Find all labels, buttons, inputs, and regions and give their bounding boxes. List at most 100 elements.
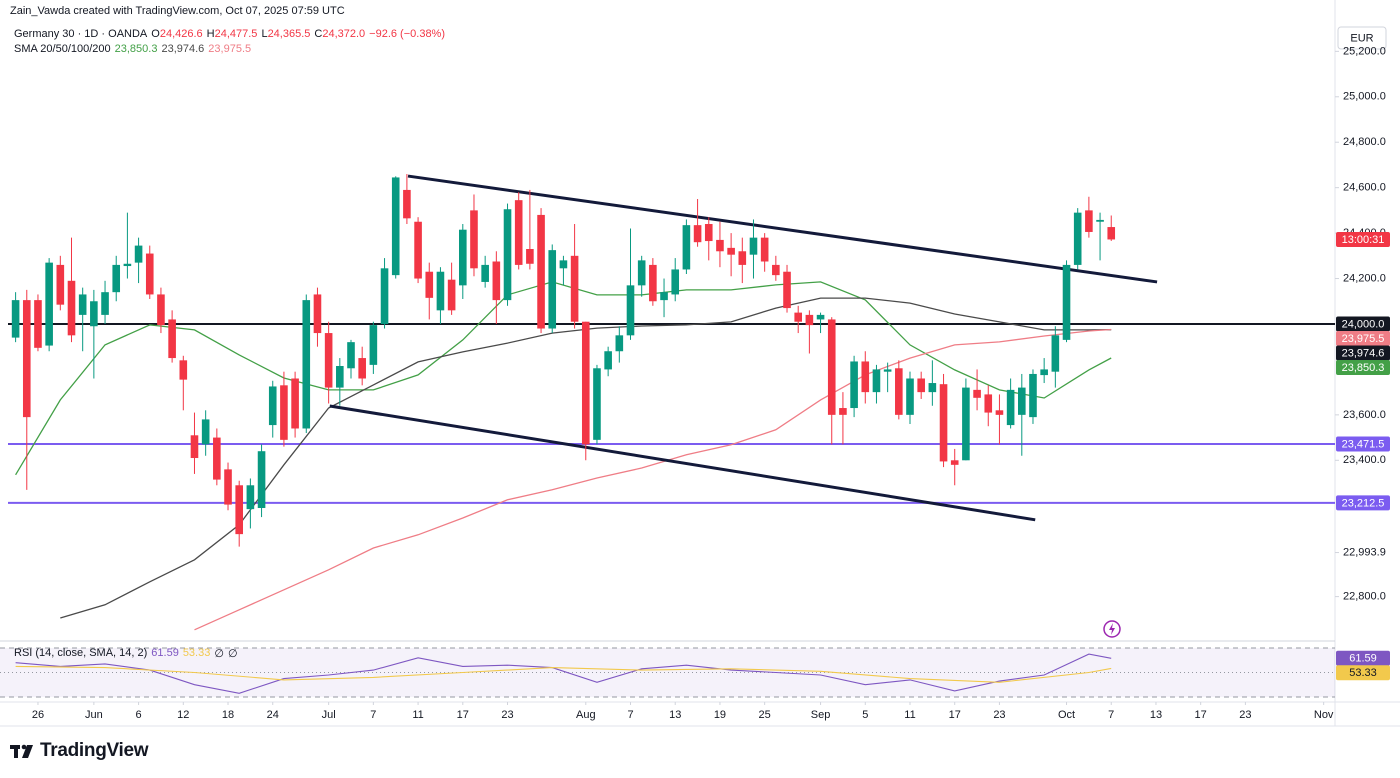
candle-body: [369, 325, 378, 365]
x-tick-label: 13: [669, 709, 681, 721]
rsi-empty: ∅: [227, 648, 238, 660]
ohlc-item: C24,372.0: [314, 28, 365, 40]
rsi-badge: 61.59: [1349, 653, 1377, 665]
ohlc-key: C: [314, 28, 323, 40]
rsi-badge: 53.33: [1349, 667, 1377, 679]
indicator-title: SMA 20/50/100/200: [14, 43, 111, 55]
candle-body: [134, 245, 143, 263]
rsi-line: [15, 653, 1112, 694]
level-badge: 23,471.5: [1342, 438, 1385, 450]
candle-body: [772, 264, 780, 276]
sma-badge-bg: [1336, 345, 1390, 361]
candle-body: [380, 268, 389, 324]
candle-body: [246, 485, 255, 510]
candle-body: [1040, 369, 1048, 376]
candle-body: [760, 237, 769, 262]
level-badge: 23,212.5: [1342, 497, 1385, 509]
brand: TradingView: [40, 740, 149, 761]
candle-body: [704, 224, 713, 242]
sma-badge-bg: [1336, 359, 1390, 375]
currency-box[interactable]: [1337, 26, 1387, 50]
candle-body: [962, 387, 970, 461]
candle-body: [649, 264, 657, 302]
candle-body: [436, 271, 445, 311]
candle-body: [459, 229, 467, 286]
candle-body: [313, 294, 322, 334]
candle-body: [347, 342, 355, 369]
candle-body: [749, 237, 758, 255]
x-tick-label: 5: [862, 709, 868, 721]
candle-body: [145, 253, 154, 295]
candle-body: [604, 351, 612, 370]
candle-body: [101, 292, 109, 315]
candle-body: [738, 251, 747, 265]
sma-badge: 23,850.3: [1342, 362, 1385, 374]
trend-line: [329, 404, 1036, 522]
y-tick-label: 24,200.0: [1343, 272, 1386, 284]
candle-body: [861, 361, 870, 393]
x-tick-label: Aug: [576, 709, 596, 721]
candle-body: [179, 360, 188, 380]
candle-body: [358, 358, 366, 379]
candle-body: [190, 435, 199, 459]
candle-body: [123, 263, 132, 267]
sma-value: 23,975.5: [208, 43, 252, 55]
x-tick-label: 18: [222, 709, 234, 721]
candle-body: [950, 460, 959, 465]
candle-body: [917, 378, 925, 393]
candle-body: [168, 319, 176, 359]
candle-body: [45, 262, 53, 346]
candle-body: [973, 389, 981, 398]
rsi-title: RSI (14, close, SMA, 14, 2): [14, 647, 148, 659]
candle-body: [716, 239, 724, 252]
candle-body: [693, 225, 702, 243]
rsi-value: 53.33: [182, 647, 211, 659]
candle-body: [257, 451, 266, 509]
change: −92.6 (−0.38%): [369, 28, 446, 40]
candle-body: [548, 250, 557, 329]
candle-body: [391, 177, 400, 276]
brand-logo: [10, 744, 33, 758]
symbol: Germany 30 · 1D · OANDA: [14, 28, 148, 40]
candle-body: [783, 271, 791, 309]
ohlc-key: H: [206, 28, 215, 40]
header: Zain_Vawda created with TradingView.com,…: [10, 5, 345, 17]
x-tick-label: Nov: [1314, 709, 1334, 721]
currency[interactable]: EUR: [1350, 32, 1373, 44]
x-tick-label: 24: [267, 709, 279, 721]
candle-body: [805, 314, 814, 326]
candle-body: [22, 300, 31, 418]
candle-body: [615, 335, 624, 352]
ohlc-key: L: [261, 28, 268, 40]
candle-body: [34, 300, 42, 348]
ohlc-value: 24,426.6: [159, 28, 203, 40]
candle-body: [201, 419, 210, 445]
candle-body: [827, 319, 836, 415]
candle-body: [906, 378, 914, 415]
rsi-value: 61.59: [151, 647, 179, 659]
candle-body: [470, 210, 478, 269]
candle-body: [637, 260, 646, 286]
candle-body: [425, 271, 434, 298]
candle-body: [794, 312, 802, 322]
candle-body: [56, 264, 65, 305]
y-tick-label: 24,600.0: [1343, 182, 1386, 194]
candle-body: [626, 285, 635, 336]
candle-body: [11, 300, 20, 338]
ohlc-item: O24,426.6: [151, 28, 202, 40]
sma-legend: SMA 20/50/100/200 23,850.3 23,974.6 23,975.…: [14, 43, 251, 55]
sma-badge: 23,975.5: [1342, 333, 1385, 345]
alert-icon[interactable]: [1103, 620, 1121, 638]
rsi-badge-bg: [1336, 650, 1390, 666]
candle-body: [671, 269, 680, 295]
x-tick-label: Jun: [85, 709, 103, 721]
level-badge: 24,000.0: [1342, 318, 1385, 330]
candle-body: [850, 361, 858, 409]
x-tick-label: 7: [370, 709, 376, 721]
candle-body: [336, 366, 344, 388]
candle-body: [414, 221, 422, 279]
candle-body: [1096, 219, 1104, 222]
level-badge-bg: [1336, 495, 1390, 511]
candle-body: [1073, 212, 1082, 265]
